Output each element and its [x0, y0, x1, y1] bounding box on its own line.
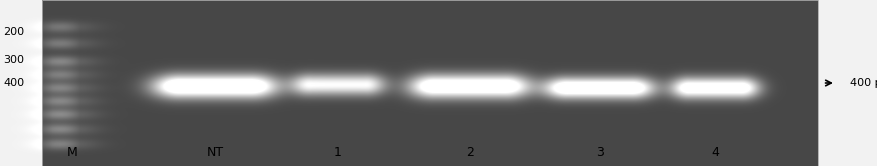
Text: M: M	[67, 146, 77, 159]
Text: NT: NT	[206, 146, 224, 159]
Text: 300: 300	[4, 55, 25, 65]
Text: 400 pb: 400 pb	[849, 78, 877, 88]
Text: 4: 4	[711, 146, 718, 159]
Bar	[42, 0, 817, 166]
Text: 1: 1	[334, 146, 341, 159]
Text: 200: 200	[4, 27, 25, 37]
Text: 3: 3	[595, 146, 602, 159]
Text: 2: 2	[466, 146, 473, 159]
Text: 400: 400	[4, 78, 25, 88]
